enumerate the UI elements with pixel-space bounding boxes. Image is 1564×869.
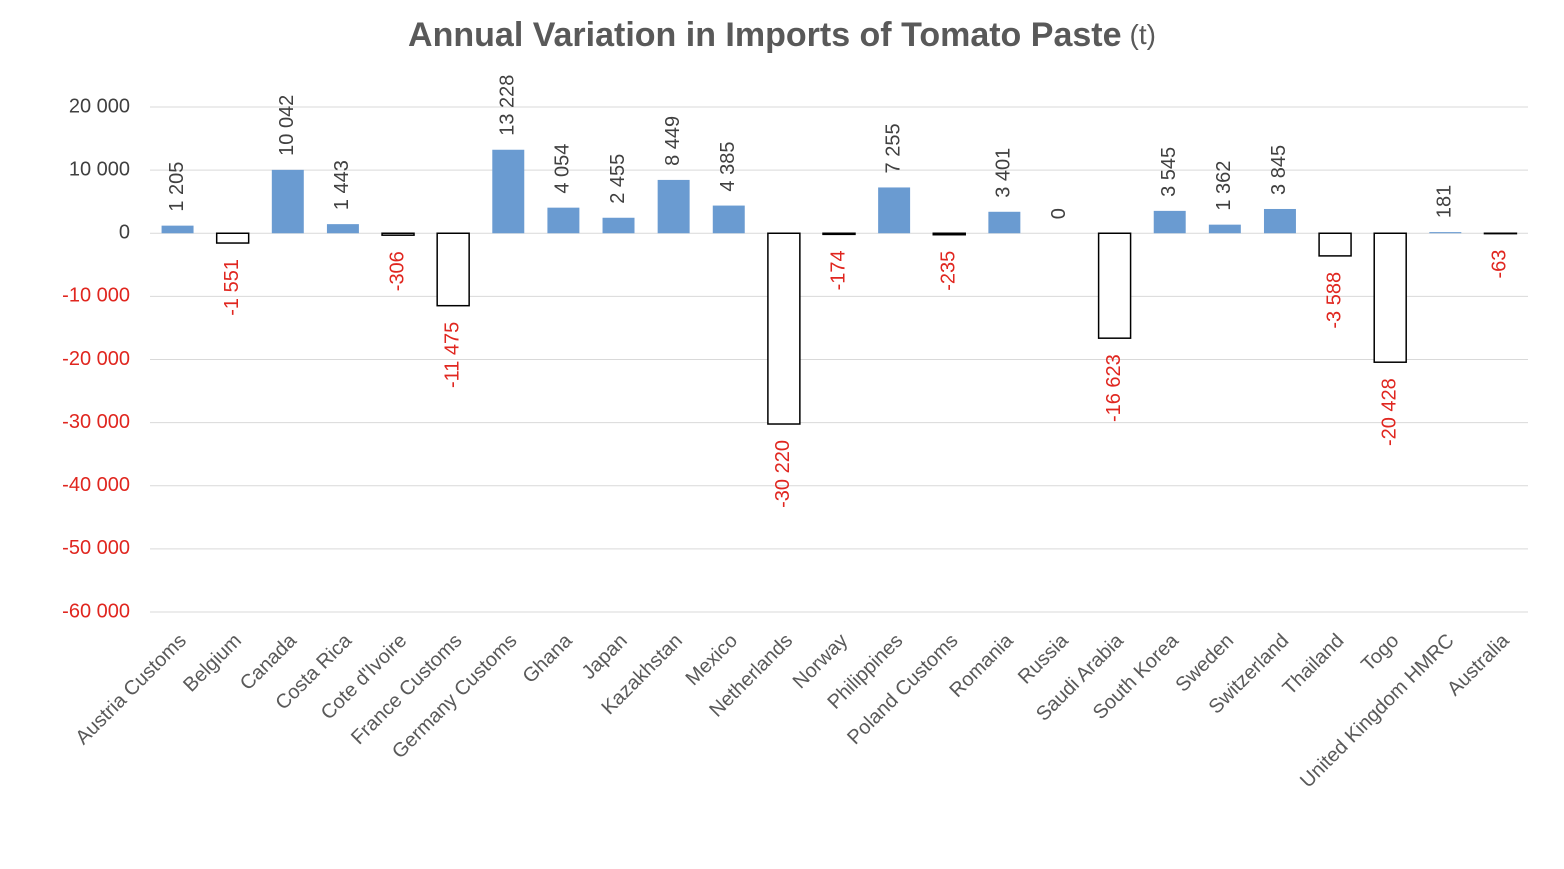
data-label: -235: [938, 251, 960, 291]
data-label: 4 385: [717, 142, 739, 192]
x-tick-label: Japan: [578, 630, 632, 684]
bar: [603, 218, 635, 233]
y-tick-label: -40 000: [62, 474, 130, 496]
y-tick-label: -10 000: [62, 285, 130, 307]
bar: [823, 233, 855, 234]
data-label: 3 401: [993, 148, 1015, 198]
y-tick-label: 10 000: [69, 158, 130, 180]
data-label: 4 054: [552, 144, 574, 194]
data-label: 0: [1048, 208, 1070, 219]
bar: [547, 208, 579, 234]
data-label: 1 362: [1213, 161, 1235, 211]
y-tick-label: -60 000: [62, 600, 130, 622]
y-tick-label: 0: [119, 222, 130, 244]
data-label: 3 845: [1268, 145, 1290, 195]
data-label: 13 228: [497, 75, 519, 136]
x-tick-label: Australia: [1443, 629, 1514, 700]
data-label: 3 545: [1158, 147, 1180, 197]
data-label: -16 623: [1103, 354, 1125, 422]
x-tick-label: Ghana: [519, 629, 578, 688]
y-tick-label: -20 000: [62, 348, 130, 370]
data-label: -63: [1489, 250, 1511, 279]
x-tick-label: Togo: [1357, 630, 1403, 676]
data-label: -174: [827, 250, 849, 290]
data-label: 1 205: [166, 162, 188, 212]
bar: [1264, 209, 1296, 233]
bar: [382, 233, 414, 235]
x-tick-label: Thailand: [1279, 630, 1349, 700]
bar: [1374, 233, 1406, 362]
data-label: 1 443: [331, 160, 353, 210]
bar: [217, 233, 249, 243]
bar: [878, 187, 910, 233]
data-label: -20 428: [1378, 378, 1400, 446]
y-tick-label: 20 000: [69, 95, 130, 117]
y-tick-label: -30 000: [62, 411, 130, 433]
bar: [1429, 232, 1461, 233]
bar: [272, 170, 304, 233]
chart-title: Annual Variation in Imports of Tomato Pa…: [408, 16, 1156, 54]
data-label: -11 475: [441, 322, 463, 388]
bar: [768, 233, 800, 424]
data-label: 7 255: [882, 123, 904, 173]
bar: [933, 233, 965, 234]
bar: [437, 233, 469, 305]
title-unit: (t): [1130, 19, 1156, 50]
bar: [1154, 211, 1186, 233]
data-label: 10 042: [276, 95, 298, 156]
data-label: -1 551: [221, 259, 243, 316]
data-label: 181: [1434, 185, 1456, 218]
data-label: 2 455: [607, 154, 629, 204]
bar: [1209, 225, 1241, 234]
data-label: -3 588: [1323, 272, 1345, 329]
y-tick-label: -50 000: [62, 537, 130, 559]
x-tick-label: Belgium: [179, 630, 246, 697]
bar: [327, 224, 359, 233]
bar: [492, 150, 524, 234]
bar: [658, 180, 690, 233]
bar: [1319, 233, 1351, 256]
bar: [713, 206, 745, 234]
title-text: Annual Variation in Imports of Tomato Pa…: [408, 16, 1121, 54]
bar: [162, 226, 194, 234]
data-label: 8 449: [662, 116, 684, 166]
x-tick-label: Austria Customs: [72, 630, 191, 749]
bar: [988, 212, 1020, 233]
data-label: -30 220: [772, 440, 794, 508]
data-label: -306: [386, 251, 408, 291]
bar: [1099, 233, 1131, 338]
